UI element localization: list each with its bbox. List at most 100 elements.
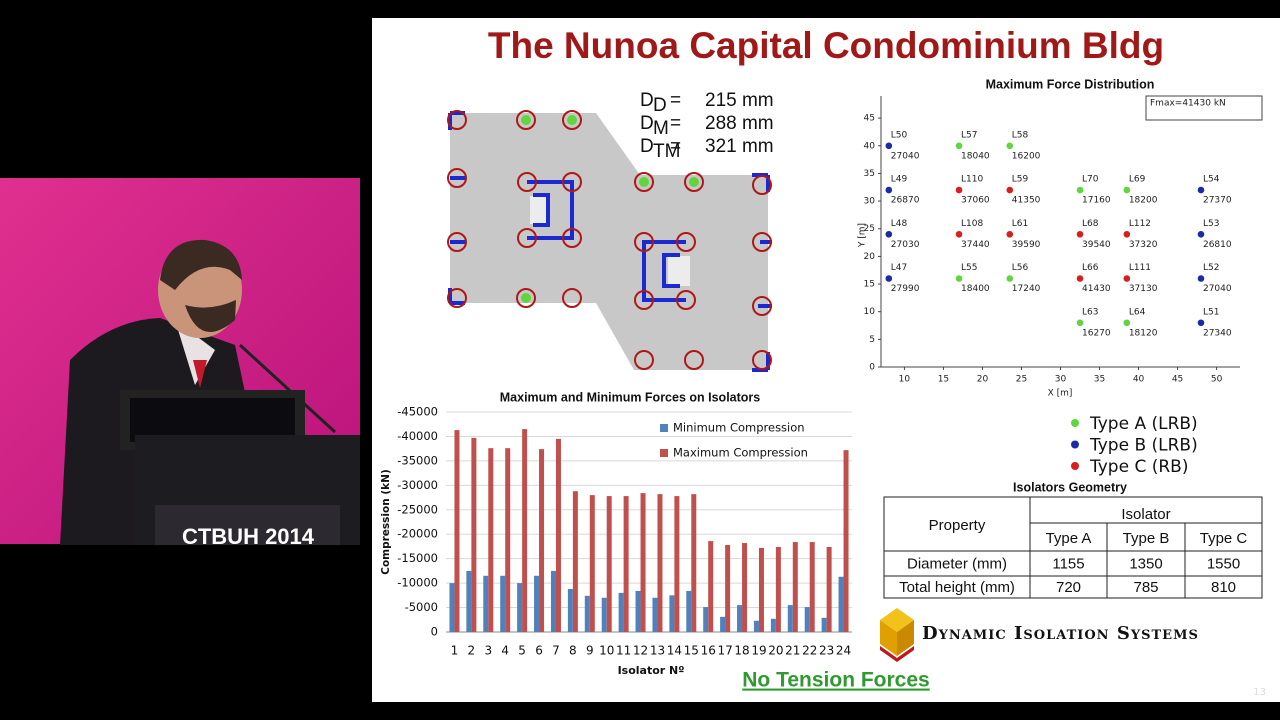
- x-tick-label: 15: [938, 375, 949, 385]
- x-tick-label: 19: [751, 644, 766, 658]
- x-tick-label: 20: [768, 644, 783, 658]
- x-tick-label: 8: [569, 644, 577, 658]
- point-value: 37320: [1129, 240, 1158, 250]
- bar: [505, 448, 511, 632]
- point-value: 18120: [1129, 328, 1158, 338]
- y-tick-label: -30000: [397, 478, 438, 492]
- point-label: L112: [1129, 219, 1151, 229]
- point-value: 39540: [1082, 240, 1111, 250]
- table-header: Isolator: [1121, 506, 1170, 523]
- point-label: L57: [961, 130, 977, 140]
- bar: [708, 541, 714, 632]
- design-symbol: D: [640, 113, 654, 134]
- x-tick-label: 13: [650, 644, 665, 658]
- point-label: L55: [961, 263, 977, 273]
- legend-label: Type A (LRB): [1089, 414, 1198, 434]
- point-value: 27040: [891, 151, 920, 161]
- y-tick-label: -45000: [397, 405, 438, 419]
- plan-core: [530, 196, 550, 224]
- bar: [572, 491, 578, 632]
- y-tick-label: 40: [864, 141, 876, 151]
- y-tick-label: -15000: [397, 551, 438, 565]
- point-value: 39590: [1012, 240, 1041, 250]
- bar: [669, 595, 675, 632]
- x-tick-label: 3: [484, 644, 492, 658]
- bar: [703, 607, 709, 632]
- design-values: D D = 215 mmD M = 288 mmD TM= 321 mm: [640, 90, 774, 162]
- point: [1197, 186, 1205, 194]
- point-label: L111: [1129, 263, 1151, 273]
- y-tick-label: -5000: [405, 600, 438, 614]
- point-value: 41350: [1012, 196, 1041, 206]
- point-label: L108: [961, 219, 983, 229]
- tie: [193, 360, 207, 388]
- bar: [522, 429, 528, 632]
- point-label: L52: [1203, 263, 1219, 273]
- bar: [567, 588, 573, 632]
- legend-marker: [1071, 419, 1079, 427]
- bar: [466, 570, 472, 632]
- y-tick-label: -10000: [397, 576, 438, 590]
- footer-note: No Tension Forces: [742, 669, 929, 692]
- x-tick-label: 10: [599, 644, 614, 658]
- point-value: 18040: [961, 151, 990, 161]
- design-sign: =: [670, 90, 681, 111]
- table-cell: 720: [1056, 579, 1081, 596]
- y-tick-label: 0: [431, 625, 438, 639]
- point-value: 16200: [1012, 151, 1041, 161]
- table-cell: 1350: [1129, 555, 1162, 572]
- x-tick-label: 16: [701, 644, 716, 658]
- point-label: L69: [1129, 175, 1146, 185]
- x-tick-label: 40: [1133, 375, 1145, 385]
- bar: [623, 496, 629, 632]
- point: [955, 186, 963, 194]
- speaker-video: CTBUH 2014: [0, 178, 360, 549]
- floor-plan: [447, 110, 772, 372]
- x-tick-label: 35: [1094, 375, 1105, 385]
- x-tick-label: 50: [1211, 375, 1223, 385]
- point: [1076, 186, 1084, 194]
- bar: [488, 448, 494, 632]
- x-tick-label: 25: [1016, 375, 1027, 385]
- legend-label: Minimum Compression: [673, 421, 805, 435]
- point-value: 18200: [1129, 196, 1158, 206]
- bar: [691, 494, 697, 632]
- bar: [652, 597, 658, 632]
- logo: Dynamic Isolation Systems: [880, 608, 1198, 662]
- y-tick-label: -20000: [397, 527, 438, 541]
- chart-title: Maximum and Minimum Forces on Isolators: [500, 390, 761, 404]
- point-label: L48: [891, 219, 908, 229]
- bar: [601, 597, 607, 632]
- point-value: 17160: [1082, 196, 1111, 206]
- point: [1197, 230, 1205, 238]
- table-cell: Diameter (mm): [907, 555, 1007, 572]
- bar: [657, 494, 663, 632]
- point: [1006, 186, 1014, 194]
- table-subheader: Type A: [1046, 530, 1092, 547]
- y-tick-label: 20: [864, 252, 876, 262]
- table-subheader: Type B: [1123, 530, 1170, 547]
- x-tick-label: 5: [518, 644, 526, 658]
- bar: [821, 617, 827, 632]
- y-tick-label: 45: [864, 114, 875, 124]
- point-value: 27340: [1203, 328, 1232, 338]
- table-cell: Total height (mm): [899, 579, 1015, 596]
- x-tick-label: 9: [586, 644, 594, 658]
- point-label: L59: [1012, 175, 1029, 185]
- point-label: L50: [891, 130, 908, 140]
- legend-marker: [1071, 440, 1079, 449]
- bar: [539, 449, 545, 632]
- design-value: 288 mm: [705, 113, 774, 134]
- table-cell: 1155: [1052, 555, 1084, 572]
- x-tick-label: 15: [684, 644, 699, 658]
- design-subscript: D: [653, 95, 667, 116]
- point: [1076, 319, 1084, 327]
- point: [1006, 142, 1014, 150]
- x-tick-label: 12: [633, 644, 648, 658]
- x-tick-label: 7: [552, 644, 560, 658]
- y-tick-label: 10: [864, 307, 876, 317]
- point-label: L49: [891, 175, 908, 185]
- x-tick-label: 2: [468, 644, 476, 658]
- x-tick-label: 21: [785, 644, 800, 658]
- bar: [454, 430, 460, 632]
